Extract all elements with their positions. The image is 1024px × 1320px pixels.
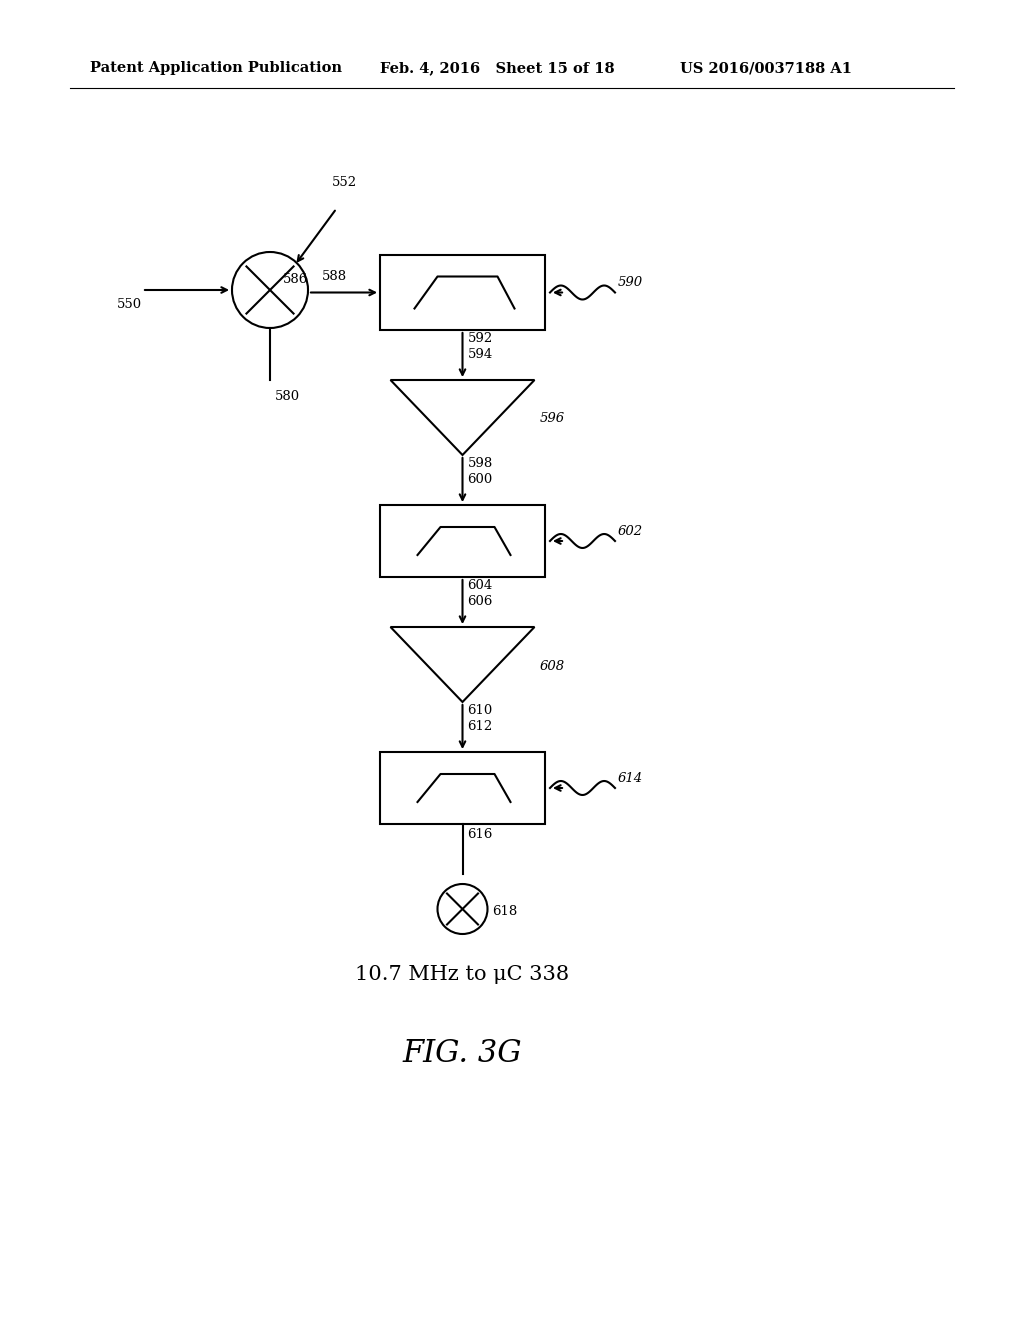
Bar xyxy=(380,506,545,577)
Text: 592: 592 xyxy=(468,333,493,345)
Text: 600: 600 xyxy=(468,473,493,486)
Text: 608: 608 xyxy=(540,660,564,672)
Text: Feb. 4, 2016   Sheet 15 of 18: Feb. 4, 2016 Sheet 15 of 18 xyxy=(380,61,614,75)
Text: 604: 604 xyxy=(468,579,493,591)
Text: US 2016/0037188 A1: US 2016/0037188 A1 xyxy=(680,61,852,75)
Text: 598: 598 xyxy=(468,457,493,470)
Text: 614: 614 xyxy=(618,772,643,785)
Text: 618: 618 xyxy=(493,906,518,917)
Text: 10.7 MHz to μC 338: 10.7 MHz to μC 338 xyxy=(355,965,569,983)
Text: 586: 586 xyxy=(283,273,308,286)
Text: Patent Application Publication: Patent Application Publication xyxy=(90,61,342,75)
Text: 616: 616 xyxy=(468,828,493,841)
Bar xyxy=(380,255,545,330)
Text: 590: 590 xyxy=(618,276,643,289)
Bar xyxy=(380,752,545,824)
Text: 552: 552 xyxy=(332,177,356,189)
Text: 588: 588 xyxy=(322,271,347,284)
Text: 602: 602 xyxy=(618,525,643,539)
Text: FIG. 3G: FIG. 3G xyxy=(402,1039,522,1069)
Text: 612: 612 xyxy=(468,719,493,733)
Text: 610: 610 xyxy=(468,704,493,717)
Text: 594: 594 xyxy=(468,348,493,360)
Text: 580: 580 xyxy=(275,389,300,403)
Text: 596: 596 xyxy=(540,412,564,425)
Text: 606: 606 xyxy=(468,595,493,609)
Text: 550: 550 xyxy=(117,298,142,312)
